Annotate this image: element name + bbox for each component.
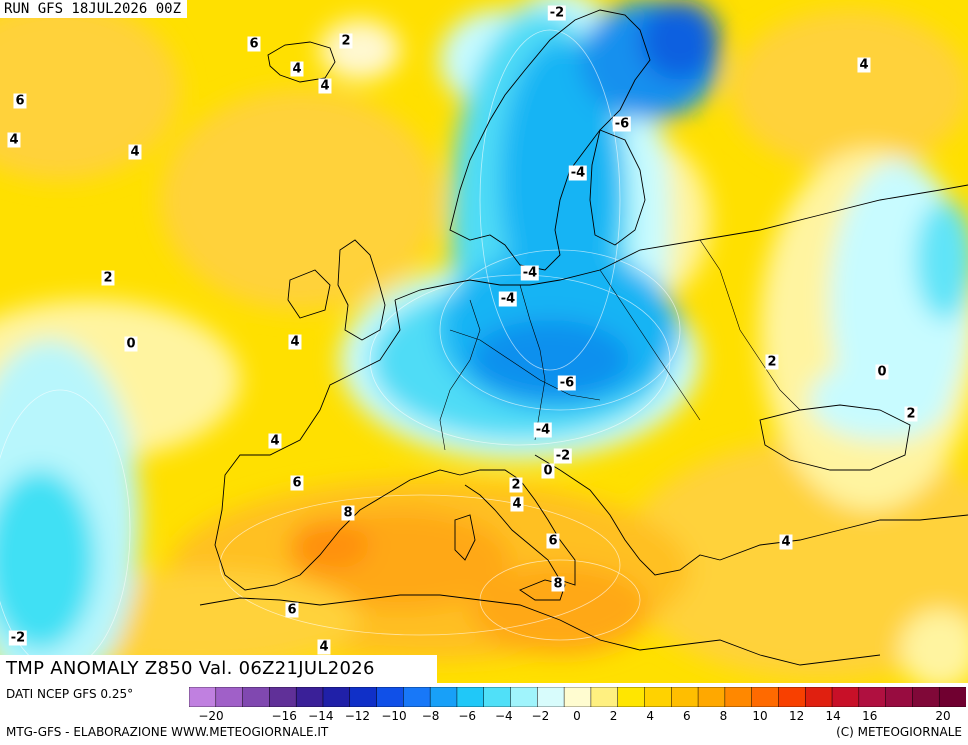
scale-tick-label: −12	[344, 709, 371, 723]
contour-label: 4	[318, 78, 332, 94]
scale-swatch	[671, 687, 699, 707]
scale-swatch	[510, 687, 539, 707]
contour-label: 6	[290, 475, 304, 491]
scale-tick-label: 10	[752, 709, 768, 723]
scale-swatch	[563, 687, 592, 707]
scale-swatch	[804, 687, 833, 707]
scale-swatch	[349, 687, 378, 707]
scale-tick-label: 14	[825, 709, 841, 723]
contour-label: 6	[13, 93, 27, 109]
contour-label: 4	[779, 534, 793, 550]
scale-tick-label: 8	[719, 709, 728, 723]
scale-swatch	[215, 687, 244, 707]
contour-label: 4	[317, 639, 331, 655]
contour-label: 0	[124, 336, 138, 352]
coastlines	[199, 9, 968, 666]
contour-label: 2	[509, 477, 523, 493]
scale-tick-label: −14	[308, 709, 334, 723]
run-header: RUN GFS 18JUL2026 00Z	[0, 0, 188, 18]
contour-label: -6	[557, 375, 577, 391]
scale-swatch	[912, 687, 940, 707]
scale-swatch	[778, 687, 806, 707]
scale-tick-label: −2	[531, 709, 550, 723]
scale-tick-label: −20	[198, 709, 224, 723]
anomaly-map	[0, 0, 968, 683]
scale-swatch	[376, 687, 405, 707]
contour-label: 0	[875, 364, 889, 380]
contour-label: 6	[247, 36, 261, 52]
scale-swatch	[751, 687, 780, 707]
scale-tick-label: 0	[573, 709, 581, 723]
contour-label: -4	[568, 165, 588, 181]
scale-tick-label: 12	[788, 709, 805, 723]
contour-label: 0	[541, 463, 555, 479]
scale-swatch	[537, 687, 565, 707]
scale-swatch	[242, 687, 271, 707]
scale-tick-label: 16	[862, 709, 878, 723]
scale-tick-label: 20	[935, 709, 951, 723]
scale-tick-label: 2	[609, 709, 618, 723]
scale-swatch	[403, 687, 431, 707]
contour-label: 4	[857, 57, 871, 73]
scale-tick-label: −6	[458, 709, 477, 723]
contour-label: 6	[546, 533, 560, 549]
scale-swatch	[617, 687, 646, 707]
contour-label: 4	[128, 144, 142, 160]
contour-label: -4	[533, 422, 553, 438]
contour-label: 2	[101, 270, 115, 286]
scale-tick-label: −8	[421, 709, 440, 723]
scale-tick-label: −4	[494, 709, 513, 723]
contour-label: -6	[612, 116, 632, 132]
scale-swatch	[429, 687, 458, 707]
contour-label: -4	[520, 265, 540, 281]
credit-left: MTG-GFS - ELABORAZIONE WWW.METEOGIORNALE…	[6, 725, 329, 739]
contour-label: 2	[765, 354, 779, 370]
map-title: TMP ANOMALY Z850 Val. 06Z21JUL2026	[0, 655, 437, 683]
data-source: DATI NCEP GFS 0.25°	[6, 687, 134, 701]
scale-swatch	[322, 687, 351, 707]
scale-swatch	[938, 687, 966, 707]
contour-label: 4	[510, 496, 524, 512]
contour-label: -2	[547, 5, 567, 21]
scale-swatch	[189, 687, 217, 707]
scale-swatch	[456, 687, 485, 707]
scale-swatch	[697, 687, 726, 707]
scale-swatch	[831, 687, 860, 707]
contour-label: 4	[7, 132, 21, 148]
scale-tick-label: 6	[682, 709, 691, 723]
scale-swatch	[483, 687, 512, 707]
scale-swatch	[269, 687, 297, 707]
scale-tick-label: 4	[646, 709, 655, 723]
scale-swatch	[858, 687, 887, 707]
contour-label: 8	[341, 505, 355, 521]
scale-tick-label: −16	[271, 709, 297, 723]
contour-label: 6	[285, 602, 299, 618]
contour-label: 4	[288, 334, 302, 350]
contour-label: 8	[551, 576, 565, 592]
scale-swatch	[885, 687, 914, 707]
contour-label: -2	[8, 630, 28, 646]
footer: DATI NCEP GFS 0.25° −20 −16 −14 −12 −10 −8 −6−…	[0, 683, 968, 745]
contour-label: 4	[268, 433, 282, 449]
contour-label: 4	[290, 61, 304, 77]
contour-label: -2	[553, 448, 573, 464]
scale-swatch	[724, 687, 753, 707]
contour-label: -4	[498, 291, 518, 307]
color-scale	[189, 687, 966, 707]
anomaly-field	[0, 0, 968, 683]
scale-swatch	[644, 687, 673, 707]
scale-swatch	[295, 687, 324, 707]
credit-right: (C) METEOGIORNALE	[836, 725, 962, 739]
contour-label: 2	[339, 33, 353, 49]
scale-swatch	[590, 687, 619, 707]
contour-label: 2	[904, 406, 918, 422]
scale-tick-label: −10	[381, 709, 407, 723]
